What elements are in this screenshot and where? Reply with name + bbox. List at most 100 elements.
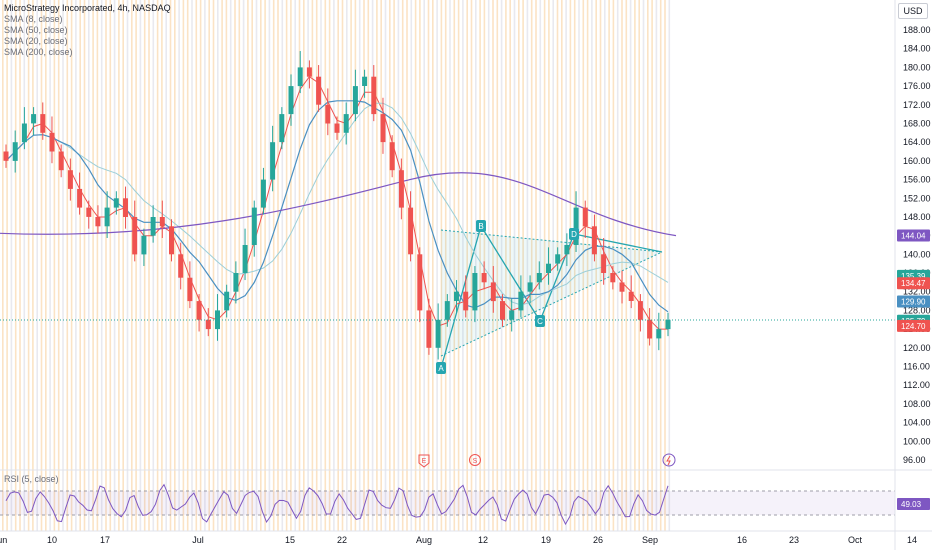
candle-body	[49, 132, 55, 152]
candle-body	[500, 301, 505, 320]
candle-body	[628, 291, 634, 301]
sma200-label[interactable]: SMA (200, close)	[4, 47, 73, 57]
session-stripe	[14, 0, 17, 531]
candle-body	[371, 76, 377, 115]
session-stripe	[659, 0, 662, 531]
price-badge	[897, 229, 930, 242]
session-stripe	[139, 0, 142, 531]
session-stripe	[462, 0, 464, 531]
candle-body	[21, 123, 27, 143]
session-stripe	[432, 0, 434, 531]
session-stripe	[281, 0, 284, 531]
session-stripe	[88, 0, 90, 531]
time-tick-label: 23	[789, 535, 799, 545]
candle-body	[380, 114, 386, 143]
session-stripe	[539, 0, 542, 531]
price-badges: 144.04135.39134.47129.90125.79124.7049.0…	[897, 229, 930, 510]
candle-body	[187, 277, 193, 302]
candle-body	[352, 86, 358, 115]
session-stripe	[303, 0, 305, 531]
price-tick-label: 116.00	[903, 362, 930, 372]
session-stripe	[333, 0, 335, 531]
session-stripe	[199, 0, 202, 531]
session-stripe	[307, 0, 309, 531]
session-stripe	[320, 0, 322, 531]
session-stripe	[36, 0, 38, 531]
session-stripe	[83, 0, 86, 531]
candle-body	[196, 301, 202, 320]
session-stripe	[165, 0, 167, 531]
candle-body	[564, 245, 570, 255]
price-tick-label: 148.00	[903, 212, 931, 222]
time-tick-label: 14	[907, 535, 917, 545]
session-stripe	[96, 0, 99, 531]
time-tick-label: 16	[737, 535, 747, 545]
session-stripe	[186, 0, 189, 531]
session-stripe	[135, 0, 137, 531]
symbol-title[interactable]: MicroStrategy Incorporated, 4h, NASDAQ	[4, 3, 171, 13]
candle-body	[58, 151, 64, 171]
candle-body	[279, 114, 285, 143]
session-stripe	[423, 0, 425, 531]
price-badge	[897, 277, 930, 290]
candle-body	[454, 291, 459, 301]
candle-body	[334, 123, 340, 133]
sma20-line	[5, 102, 669, 306]
session-stripe	[414, 0, 417, 531]
currency-button[interactable]: USD	[898, 3, 928, 19]
sma20-label[interactable]: SMA (20, close)	[4, 36, 68, 46]
session-stripe	[70, 0, 73, 531]
chart-legend: MicroStrategy Incorporated, 4h, NASDAQ S…	[4, 3, 171, 58]
candle-body	[260, 179, 266, 208]
session-stripe	[79, 0, 81, 531]
candle-body	[536, 273, 542, 283]
price-tick-label: 176.00	[903, 81, 931, 91]
price-tick-label: 180.00	[903, 62, 931, 72]
price-badge	[897, 498, 930, 510]
candle-body	[555, 254, 561, 264]
session-stripe	[337, 0, 339, 531]
price-tick-label: 128.00	[903, 305, 931, 315]
session-stripe	[169, 0, 172, 531]
session-stripe	[634, 0, 636, 531]
session-stripe	[453, 0, 456, 531]
candle-body	[463, 291, 469, 311]
session-stripe	[410, 0, 413, 531]
session-stripe	[500, 0, 503, 531]
session-stripe	[204, 0, 206, 531]
candle-body	[242, 245, 248, 273]
session-stripe	[23, 0, 26, 531]
session-stripe	[315, 0, 318, 531]
candle-body	[150, 217, 156, 236]
earnings-marker-label: E	[422, 458, 427, 465]
pattern-label-box	[569, 228, 579, 240]
session-stripe	[578, 0, 580, 531]
candle-body	[665, 319, 671, 330]
session-stripe	[475, 0, 477, 531]
session-stripe	[586, 0, 589, 531]
candle-body	[215, 310, 220, 330]
price-tick-label: 100.00	[903, 436, 931, 446]
time-tick-label: 17	[100, 535, 110, 545]
price-axis: 188.00 184.00 180.00 176.00 172.00 168.00 164.…	[903, 25, 931, 465]
session-stripe	[393, 0, 395, 531]
time-tick-label: Oct	[848, 535, 863, 545]
session-stripe	[629, 0, 632, 531]
session-stripe	[118, 0, 120, 531]
session-stripe	[380, 0, 382, 531]
candle-body	[417, 254, 423, 311]
price-tick-label: 104.00	[903, 418, 931, 428]
candle-body	[86, 207, 92, 217]
session-stripe	[616, 0, 619, 531]
rsi-legend[interactable]: RSI (5, close)	[4, 474, 59, 484]
candle-body	[619, 282, 625, 292]
pattern-label: A	[438, 364, 444, 373]
candle-body	[141, 235, 147, 255]
pattern-label-box	[535, 315, 545, 327]
time-tick-label: 22	[337, 535, 347, 545]
sma50-label[interactable]: SMA (50, close)	[4, 25, 68, 35]
price-tick-label: 152.00	[903, 193, 931, 203]
sma8-label[interactable]: SMA (8, close)	[4, 14, 63, 24]
